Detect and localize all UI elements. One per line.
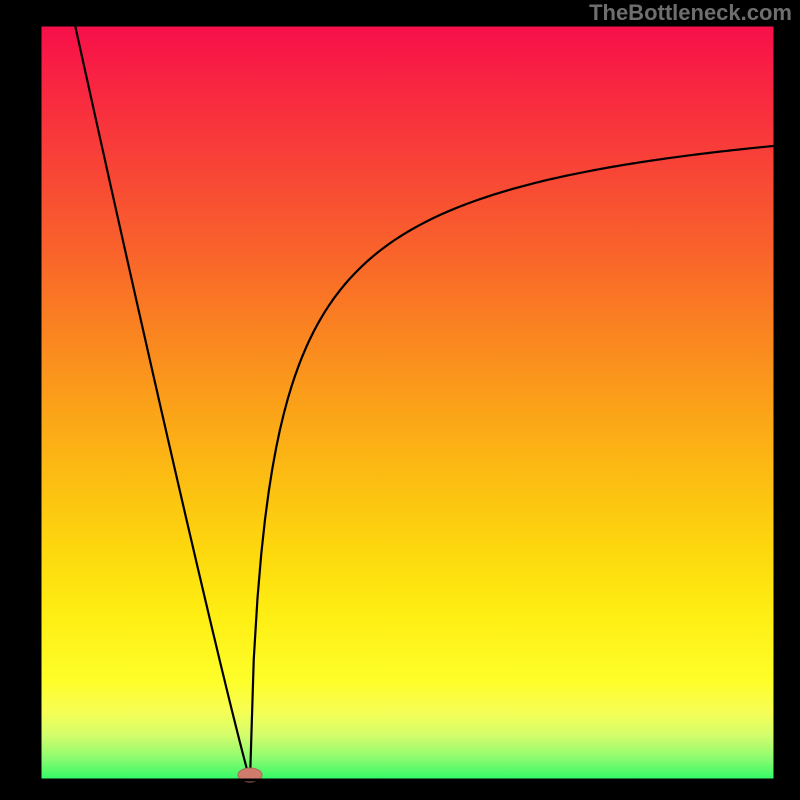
plot-background: [40, 25, 775, 780]
watermark-text: TheBottleneck.com: [589, 0, 792, 26]
bottleneck-chart: [0, 0, 800, 800]
